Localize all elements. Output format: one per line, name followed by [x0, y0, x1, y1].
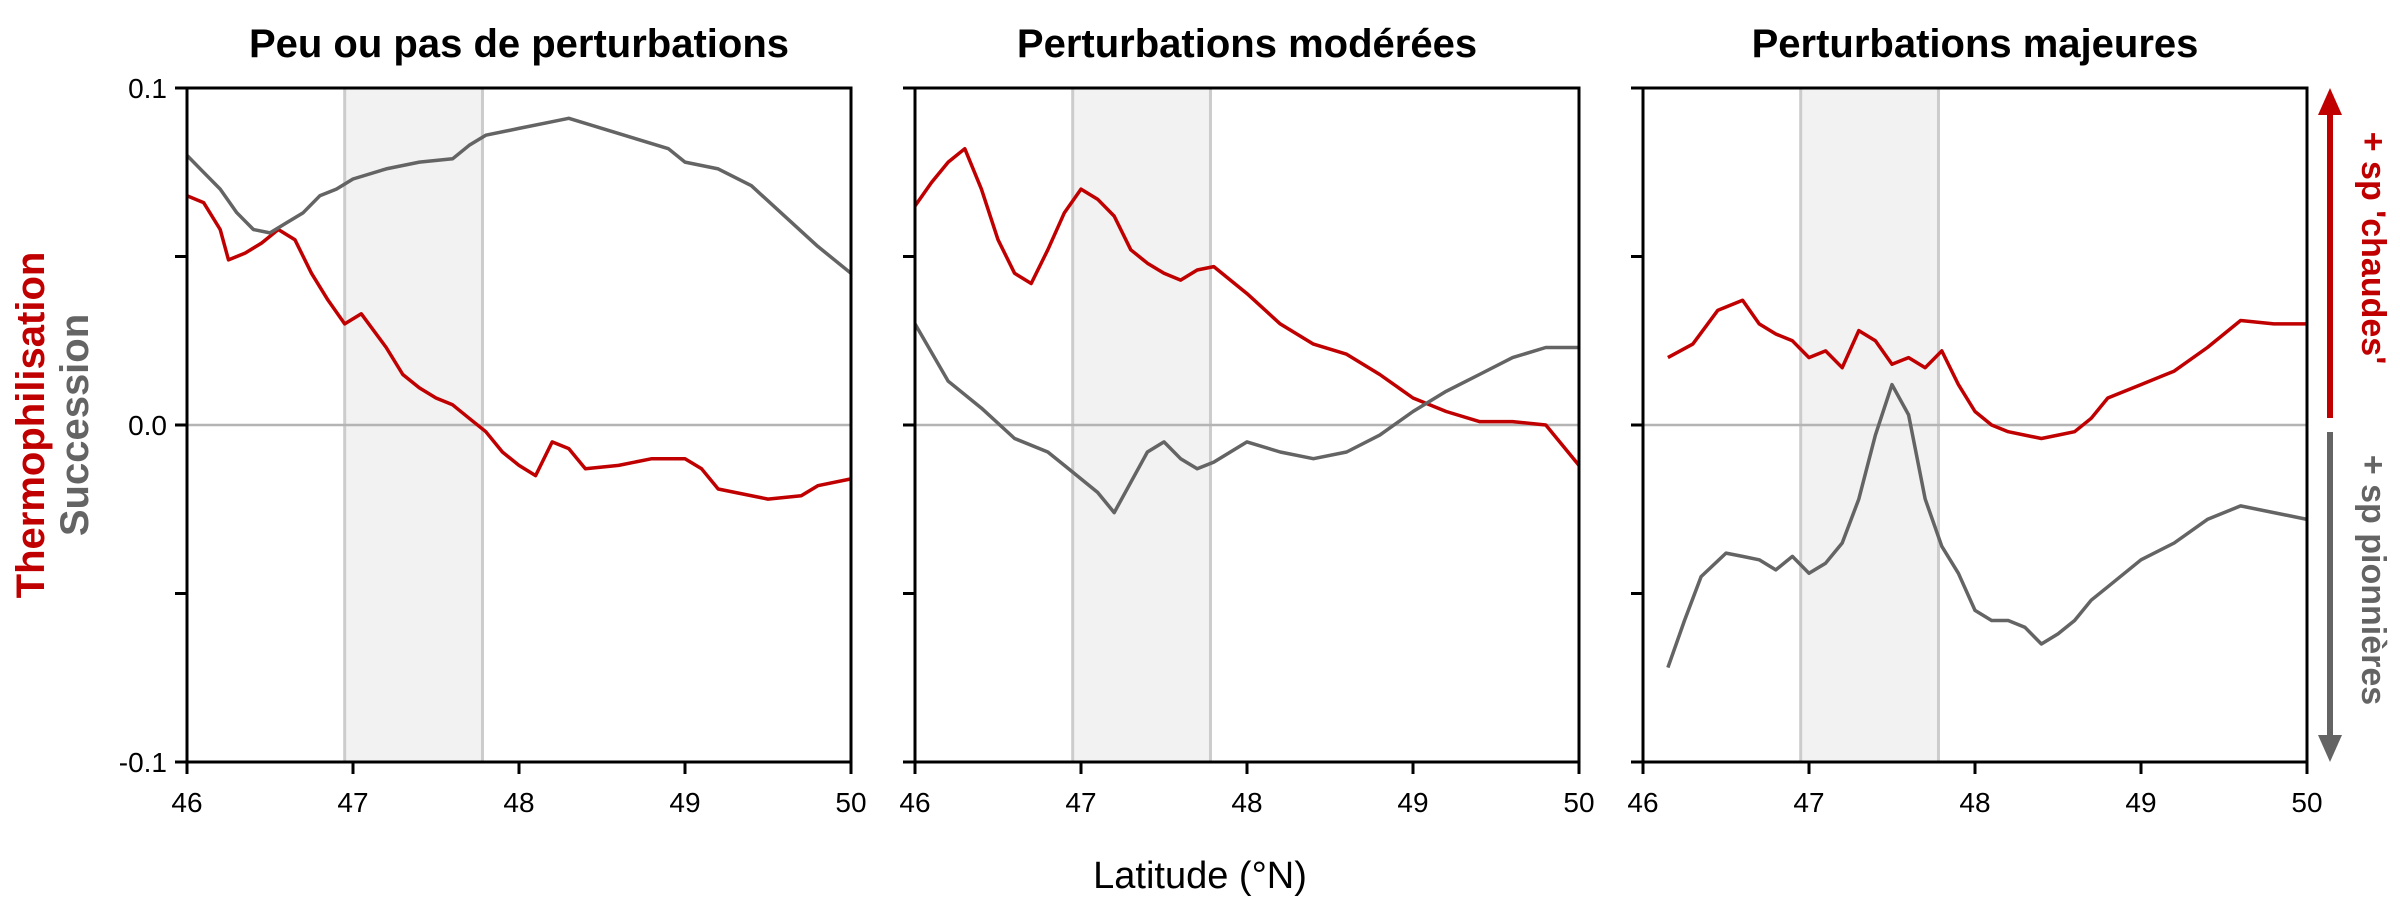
x-tick-label: 47 — [1065, 787, 1096, 818]
x-tick-label: 49 — [1397, 787, 1428, 818]
x-tick-label: 50 — [2291, 787, 2322, 818]
xlabel: Latitude (°N) — [1093, 855, 1307, 897]
y-tick-label: -0.1 — [119, 747, 167, 778]
panels: -0.1 0.0 0.1 46 47 48 49 50 Peu ou pas de pertur… — [119, 22, 2323, 818]
x-tick-label: 48 — [1231, 787, 1262, 818]
x-tick-label: 50 — [835, 787, 866, 818]
annotation-warm-species: + sp 'chaudes' — [2354, 132, 2392, 365]
arrow-down-head — [2318, 735, 2342, 762]
annotation-pioneer-species: + sp pionnières — [2354, 455, 2392, 705]
series-line-thermophilisation — [913, 146, 1581, 467]
series-line-succession — [185, 116, 853, 275]
panel-title: Perturbations majeures — [1752, 22, 2199, 66]
x-tick-label: 47 — [1793, 787, 1824, 818]
x-tick-label: 46 — [171, 787, 202, 818]
x-tick-label: 48 — [503, 787, 534, 818]
x-tick-label: 48 — [1959, 787, 1990, 818]
ylabel-thermophilisation: Thermophilisation — [9, 252, 53, 599]
series-line-thermophilisation — [186, 194, 852, 501]
panel-title: Peu ou pas de perturbations — [249, 22, 789, 66]
y-tick-label: 0.0 — [128, 410, 167, 441]
panel-3: 46 47 48 49 50 Perturbations majeures — [1627, 22, 2322, 818]
x-tick-label: 46 — [899, 787, 930, 818]
ylabel-succession: Succession — [53, 314, 97, 536]
x-tick-label: 50 — [1563, 787, 1594, 818]
series-line-succession — [1666, 382, 2308, 669]
x-tick-label: 46 — [1627, 787, 1658, 818]
x-tick-label: 49 — [669, 787, 700, 818]
arrow-up-head — [2318, 88, 2342, 115]
panel-1: -0.1 0.0 0.1 46 47 48 49 50 Peu ou pas de pertur… — [119, 22, 867, 818]
panel-title: Perturbations modérées — [1017, 22, 1477, 66]
y-tick-label: 0.1 — [128, 73, 167, 104]
panel-2: 46 47 48 49 50 Perturbations modérées — [899, 22, 1594, 818]
x-tick-label: 49 — [2125, 787, 2156, 818]
series-line-succession — [913, 323, 1579, 515]
series-line-thermophilisation — [1667, 298, 2307, 441]
x-tick-label: 47 — [337, 787, 368, 818]
